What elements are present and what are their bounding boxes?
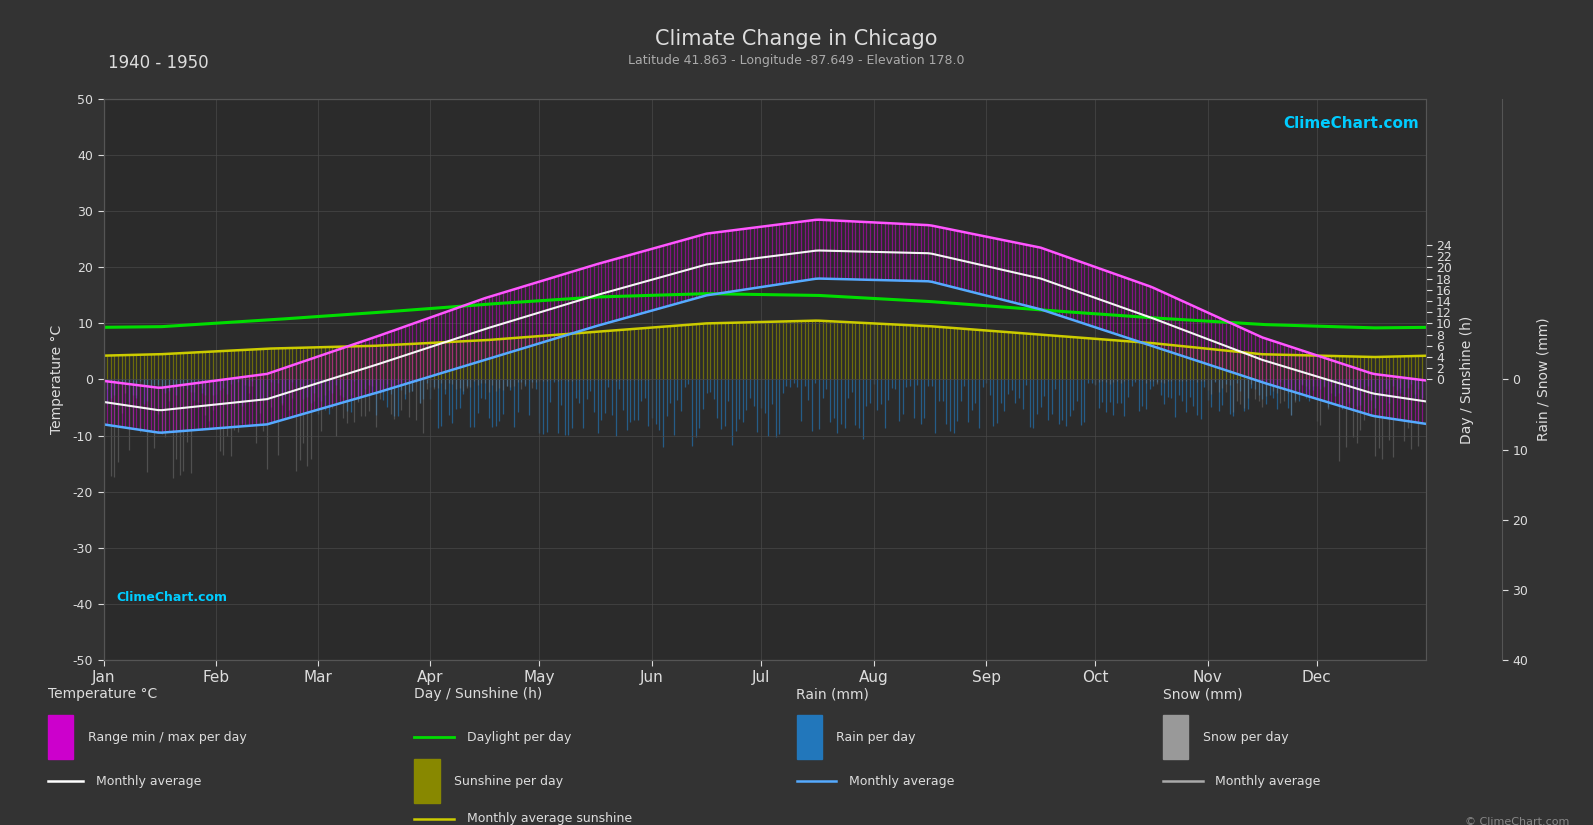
- Text: Sunshine per day: Sunshine per day: [454, 775, 564, 788]
- Text: © ClimeChart.com: © ClimeChart.com: [1464, 817, 1569, 825]
- Text: Rain (mm): Rain (mm): [796, 687, 870, 701]
- Text: Rain per day: Rain per day: [836, 731, 916, 744]
- Text: Latitude 41.863 - Longitude -87.649 - Elevation 178.0: Latitude 41.863 - Longitude -87.649 - El…: [628, 54, 965, 67]
- Text: Monthly average sunshine: Monthly average sunshine: [467, 813, 632, 825]
- Bar: [1163, 715, 1188, 759]
- Y-axis label: Day / Sunshine (h): Day / Sunshine (h): [1461, 315, 1475, 444]
- Text: Monthly average: Monthly average: [1215, 775, 1321, 788]
- Bar: [414, 759, 440, 803]
- Y-axis label: Rain / Snow (mm): Rain / Snow (mm): [1537, 318, 1550, 441]
- Text: Range min / max per day: Range min / max per day: [88, 731, 247, 744]
- Text: ClimeChart.com: ClimeChart.com: [116, 591, 228, 604]
- Text: Snow (mm): Snow (mm): [1163, 687, 1243, 701]
- Text: 1940 - 1950: 1940 - 1950: [107, 54, 209, 72]
- Text: Monthly average: Monthly average: [96, 775, 201, 788]
- Text: Daylight per day: Daylight per day: [467, 731, 572, 744]
- Text: ClimeChart.com: ClimeChart.com: [1284, 116, 1419, 131]
- Bar: [48, 715, 73, 759]
- Text: Temperature °C: Temperature °C: [48, 687, 158, 701]
- Text: Snow per day: Snow per day: [1203, 731, 1289, 744]
- Y-axis label: Temperature °C: Temperature °C: [51, 325, 64, 434]
- Bar: [796, 715, 822, 759]
- Text: Day / Sunshine (h): Day / Sunshine (h): [414, 687, 543, 701]
- Text: Monthly average: Monthly average: [849, 775, 954, 788]
- Text: Climate Change in Chicago: Climate Change in Chicago: [655, 29, 938, 49]
